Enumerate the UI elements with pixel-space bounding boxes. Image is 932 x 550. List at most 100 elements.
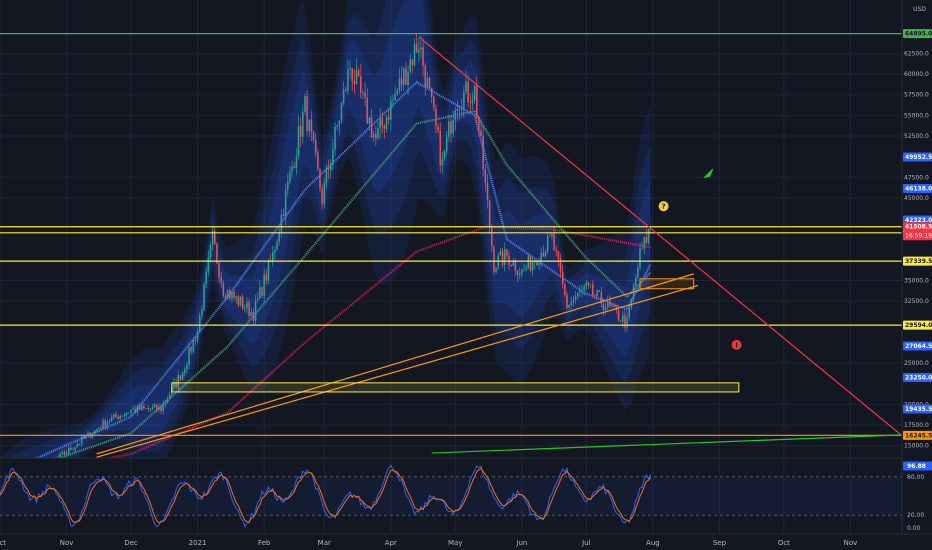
candle-body: [218, 263, 220, 278]
candle-body: [128, 412, 130, 414]
candle-body: [181, 372, 184, 380]
candle-body: [424, 65, 426, 88]
candle-body: [473, 85, 476, 101]
candlesticks: [51, 33, 652, 458]
price-tick-label: 55000.0: [904, 112, 929, 119]
candle-body: [611, 305, 613, 307]
range-box[interactable]: [171, 382, 740, 393]
time-tick-label: Apr: [385, 539, 397, 547]
candle-body: [604, 307, 607, 311]
candle-body: [246, 302, 248, 309]
candle-body: [224, 295, 227, 299]
candle-body: [250, 311, 253, 316]
candle-body: [332, 149, 334, 164]
trend-line[interactable]: [431, 434, 902, 454]
candle-body: [385, 116, 388, 129]
candle-body: [445, 137, 448, 152]
candle-body: [619, 320, 622, 322]
candle-body: [559, 259, 562, 272]
candle-body: [501, 251, 504, 265]
trend-line[interactable]: [96, 273, 694, 455]
candle-body: [426, 78, 429, 88]
time-tick-label: Feb: [258, 539, 271, 547]
candle-body: [138, 405, 141, 411]
candle-body: [486, 182, 489, 201]
candle-body: [510, 265, 512, 266]
indicator-price-tag-bg: [903, 404, 932, 414]
candle-body: [476, 85, 478, 117]
candle-body: [435, 108, 437, 127]
ema-fast-line: [34, 80, 652, 458]
range-box[interactable]: [639, 278, 695, 290]
time-axis-background: [0, 534, 932, 550]
candle-body: [239, 296, 242, 306]
candle-body: [95, 429, 98, 431]
candle-body: [589, 284, 592, 286]
candle-body: [415, 43, 418, 53]
candle-body: [61, 452, 64, 454]
indicator-price-tag-bg: [903, 184, 932, 194]
time-tick-label: Oct: [778, 539, 790, 547]
trend-lines[interactable]: [96, 36, 902, 458]
candle-body: [113, 414, 115, 418]
price-tick-label: 15000.0: [904, 443, 929, 450]
exclamation-icon: [731, 339, 742, 350]
candle-body: [162, 403, 164, 411]
candle-body: [67, 447, 70, 453]
candle-body: [314, 140, 317, 153]
price-tick-label: 57500.0: [904, 92, 929, 99]
candle-body: [143, 406, 145, 409]
stoch-k-line: [0, 464, 652, 528]
candle-body: [493, 246, 495, 273]
volatility-band-2: [0, 0, 651, 458]
rocket-icon: [703, 168, 714, 179]
candle-body: [287, 181, 289, 191]
candle-body: [398, 78, 401, 91]
candle-body: [465, 81, 467, 93]
time-tick-label: Jul: [581, 539, 591, 547]
candle-body: [437, 126, 439, 131]
trend-line[interactable]: [96, 284, 699, 458]
candle-body: [98, 428, 100, 430]
candle-body: [460, 108, 463, 111]
candle-body: [164, 402, 167, 404]
candle-body: [568, 304, 570, 308]
moving-averages: [34, 80, 652, 458]
candle-body: [630, 298, 633, 308]
candle-body: [643, 236, 646, 249]
candle-body: [76, 444, 79, 448]
indicator-price-tag-bg: [903, 152, 932, 162]
price-tick-label: 45000.0: [904, 195, 929, 202]
candle-body: [134, 408, 137, 413]
candle-body: [72, 449, 74, 451]
question-icon-glyph: ?: [662, 203, 666, 211]
candle-body: [463, 92, 465, 111]
candle-body: [467, 81, 469, 103]
candle-body: [100, 428, 102, 429]
trend-line[interactable]: [418, 36, 902, 437]
candle-body: [166, 399, 169, 403]
candle-body: [491, 227, 493, 247]
level-price-tag: 64895.0: [903, 29, 932, 39]
time-tick-label: Jun: [515, 539, 527, 547]
candle-body: [383, 125, 386, 129]
candle-body: [362, 92, 364, 94]
candle-body: [351, 68, 353, 81]
candle-body: [192, 340, 195, 352]
price-axis[interactable]: USD 62500.0 60000.0 57500.0 55000.0 52500.0 47…: [901, 0, 932, 550]
candle-body: [448, 121, 450, 138]
candle-body: [409, 59, 411, 72]
exclamation-icon-glyph: !: [735, 341, 738, 349]
candle-body: [549, 235, 551, 237]
candle-body: [368, 117, 371, 124]
grid: [0, 0, 902, 534]
time-axis[interactable]: Oct Nov Dec 2021 Feb Mar Apr May Jun Jul Aug Sep Oct…: [0, 533, 932, 550]
candle-body: [347, 69, 349, 91]
time-tick-label: Aug: [646, 539, 660, 547]
candle-body: [183, 369, 186, 373]
candle-body: [443, 151, 446, 159]
candle-body: [366, 97, 368, 124]
candle-body: [241, 296, 244, 309]
horizontal-levels[interactable]: [0, 33, 902, 436]
